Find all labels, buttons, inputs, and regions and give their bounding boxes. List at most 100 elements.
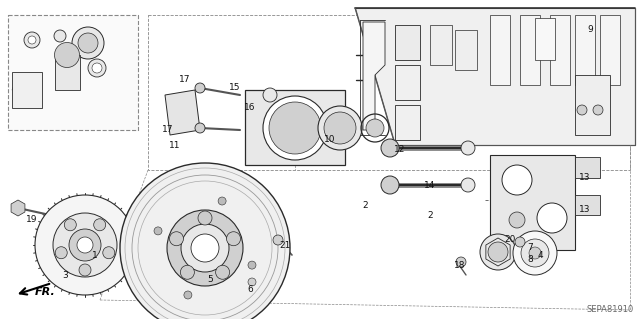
Circle shape (92, 63, 102, 73)
Circle shape (456, 257, 466, 267)
Circle shape (521, 239, 549, 267)
Polygon shape (395, 25, 420, 60)
Circle shape (324, 112, 356, 144)
Circle shape (72, 27, 104, 59)
Polygon shape (245, 90, 345, 165)
Circle shape (78, 33, 98, 53)
Bar (600, 15, 620, 85)
Circle shape (54, 42, 79, 68)
Text: 12: 12 (394, 145, 406, 154)
Circle shape (24, 32, 40, 48)
Circle shape (35, 195, 135, 295)
Polygon shape (575, 157, 600, 178)
Circle shape (269, 102, 321, 154)
Polygon shape (575, 195, 600, 215)
Circle shape (461, 178, 475, 192)
Text: 9: 9 (587, 26, 593, 34)
Text: 3: 3 (62, 271, 68, 279)
Polygon shape (395, 65, 420, 100)
Circle shape (263, 96, 327, 160)
Bar (550, 15, 570, 85)
Polygon shape (455, 30, 477, 70)
Text: 8: 8 (527, 256, 533, 264)
Circle shape (263, 88, 277, 102)
Text: 6: 6 (247, 286, 253, 294)
Circle shape (54, 30, 66, 42)
Polygon shape (575, 75, 610, 135)
Text: FR.: FR. (35, 287, 56, 297)
Text: 2: 2 (427, 211, 433, 219)
Text: 1: 1 (92, 250, 98, 259)
Circle shape (529, 247, 541, 259)
Circle shape (77, 237, 93, 253)
Circle shape (509, 212, 525, 228)
Polygon shape (11, 200, 25, 216)
Circle shape (55, 247, 67, 259)
Circle shape (79, 264, 91, 276)
Text: 10: 10 (324, 136, 336, 145)
Circle shape (593, 105, 603, 115)
Text: 21: 21 (279, 241, 291, 249)
Polygon shape (363, 22, 385, 130)
Circle shape (273, 235, 283, 245)
Polygon shape (490, 155, 575, 250)
Polygon shape (12, 72, 42, 108)
Circle shape (167, 210, 243, 286)
Circle shape (381, 139, 399, 157)
Circle shape (180, 265, 195, 279)
Circle shape (69, 229, 101, 261)
Circle shape (218, 197, 226, 205)
Circle shape (154, 227, 162, 235)
Circle shape (366, 119, 384, 137)
Circle shape (577, 105, 587, 115)
Text: 15: 15 (229, 84, 241, 93)
Text: 5: 5 (207, 276, 213, 285)
Circle shape (318, 106, 362, 150)
Circle shape (461, 141, 475, 155)
Polygon shape (55, 55, 80, 90)
Circle shape (28, 36, 36, 44)
Text: 17: 17 (179, 76, 191, 85)
Text: 14: 14 (424, 181, 436, 189)
Circle shape (227, 232, 241, 246)
Circle shape (170, 232, 184, 246)
Circle shape (93, 219, 106, 231)
Polygon shape (355, 8, 635, 145)
Text: 4: 4 (537, 250, 543, 259)
Bar (520, 15, 540, 85)
Text: 17: 17 (163, 125, 173, 135)
Circle shape (537, 203, 567, 233)
Text: 13: 13 (579, 205, 591, 214)
Text: 18: 18 (454, 261, 466, 270)
Circle shape (184, 291, 192, 299)
Polygon shape (165, 90, 200, 135)
Polygon shape (535, 18, 555, 60)
Bar (8, 15, 138, 130)
Circle shape (64, 219, 76, 231)
Circle shape (480, 234, 516, 270)
Circle shape (195, 123, 205, 133)
Text: 20: 20 (504, 235, 516, 244)
Circle shape (53, 213, 117, 277)
Text: SEPA81910: SEPA81910 (586, 306, 634, 315)
Circle shape (88, 59, 106, 77)
Circle shape (381, 176, 399, 194)
Circle shape (195, 83, 205, 93)
Polygon shape (395, 105, 420, 140)
Circle shape (191, 234, 219, 262)
Text: 16: 16 (244, 103, 256, 113)
Polygon shape (430, 25, 452, 65)
Circle shape (515, 237, 525, 247)
Circle shape (103, 247, 115, 259)
Text: 19: 19 (26, 216, 38, 225)
Circle shape (513, 231, 557, 275)
Circle shape (248, 278, 256, 286)
Text: 2: 2 (362, 201, 368, 210)
Circle shape (120, 163, 290, 319)
Circle shape (502, 165, 532, 195)
Circle shape (216, 265, 230, 279)
Circle shape (181, 224, 229, 272)
Circle shape (248, 261, 256, 269)
Text: 13: 13 (579, 174, 591, 182)
Circle shape (198, 211, 212, 225)
